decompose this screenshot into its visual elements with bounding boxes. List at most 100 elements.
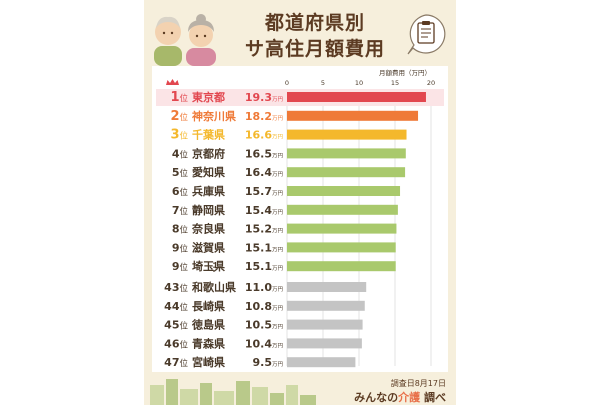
brand-mid: 介護 [398,391,421,404]
page-title-line1: 都道府県別 [264,12,365,34]
prefecture-label: 和歌山県 [192,280,236,294]
brand-credit: みんなの介護 調べ [354,389,446,405]
value-unit: 万円 [272,324,284,331]
x-tick-label: 15 [391,79,399,87]
rank-suffix: 位 [179,149,188,160]
value-unit: 万円 [272,134,284,141]
value-unit: 万円 [272,96,284,103]
value-label: 9.5万円 [252,356,283,369]
value-label: 15.7万円 [245,185,284,198]
value-number: 15.1 [245,260,272,273]
value-number: 10.5 [245,319,272,332]
rank-label: 43位 [164,281,188,294]
value-unit: 万円 [272,342,284,349]
gap-marker: ⋮ [208,260,220,274]
rank-suffix: 位 [179,93,188,104]
bar [287,223,397,234]
value-number: 15.1 [245,241,272,254]
prefecture-label: 東京都 [192,90,225,104]
prefecture-label: 宮崎県 [192,355,225,369]
rank-number: 2 [170,109,179,124]
rank-label: 6位 [172,185,189,198]
rank-label: 8位 [172,223,189,236]
bar [287,242,396,253]
rank-label: 44位 [164,300,188,313]
value-unit: 万円 [272,209,284,216]
rank-suffix: 位 [179,187,188,198]
survey-date: 調査日8月17日 [390,379,446,388]
value-label: 10.5万円 [245,319,284,332]
value-number: 11.0 [245,281,272,294]
value-number: 16.6 [245,129,272,142]
value-label: 15.1万円 [245,260,284,273]
rank-number: 4 [172,147,180,160]
rank-suffix: 位 [179,206,188,217]
rank-number: 5 [172,166,180,179]
bar [287,110,419,121]
value-label: 15.2万円 [245,223,284,236]
crown-icon [166,79,179,85]
elderly-couple-icon [154,14,216,66]
value-unit: 万円 [272,305,284,312]
prefecture-label: 埼玉県 [192,259,225,273]
rank-number: 1 [170,90,179,105]
value-unit: 万円 [272,171,284,178]
rank-suffix: 位 [179,339,188,350]
rank-number: 7 [172,204,180,217]
bar [287,282,367,292]
rank-label: 4位 [172,147,189,160]
rank-number: 43 [164,281,179,294]
prefecture-label: 京都府 [192,146,225,160]
rank-suffix: 位 [179,131,188,142]
prefecture-label: 徳島県 [191,318,225,332]
brand-pre: みんなの [354,391,399,404]
value-number: 16.5 [245,147,272,160]
rank-suffix: 位 [179,302,188,313]
value-number: 15.7 [245,185,272,198]
rank-label: 7位 [172,204,189,217]
bar [287,148,406,159]
value-label: 16.6万円 [245,129,284,142]
rank-number: 46 [164,337,180,350]
rank-suffix: 位 [179,225,188,236]
rank-label: 2位 [170,109,188,124]
prefecture-label: 滋賀県 [192,240,225,254]
value-unit: 万円 [272,228,284,235]
rank-number: 9 [172,241,180,254]
rank-label: 5位 [172,166,189,179]
value-unit: 万円 [272,361,284,368]
rank-number: 3 [170,128,179,143]
rank-label: 9位 [172,260,189,273]
bar [287,357,356,368]
prefecture-label: 神奈川県 [192,109,236,123]
bar [287,92,426,102]
value-unit: 万円 [272,246,284,253]
prefecture-label: 兵庫県 [192,184,225,198]
value-label: 16.4万円 [245,166,284,179]
x-tick-label: 10 [355,79,363,87]
rank-suffix: 位 [179,243,188,254]
value-number: 10.4 [245,337,272,350]
bar [287,300,365,311]
bar [287,204,398,215]
rank-number: 9 [172,260,180,273]
value-unit: 万円 [272,190,284,197]
rank-suffix: 位 [179,112,188,123]
prefecture-label: 奈良県 [191,222,225,236]
rank-suffix: 位 [179,283,188,294]
value-number: 19.3 [245,91,272,104]
page-title-line2: サ高住月額費用 [244,38,385,60]
rank-number: 45 [164,319,179,332]
rank-label: 3位 [170,128,188,143]
value-label: 10.8万円 [245,300,284,313]
prefecture-label: 長崎県 [192,299,225,313]
bar [287,167,406,178]
rank-number: 47 [164,356,179,369]
value-number: 15.4 [245,204,272,217]
value-unit: 万円 [272,115,284,122]
prefecture-label: 青森県 [192,336,225,350]
bar [287,261,396,272]
infographic-card: 都道府県別 サ高住月額費用 月額費用（万円） 0 5 10 15 20 1位 東京都 19.3万… [144,0,456,405]
value-unit: 万円 [272,265,284,272]
brand-post: 調べ [420,391,446,404]
